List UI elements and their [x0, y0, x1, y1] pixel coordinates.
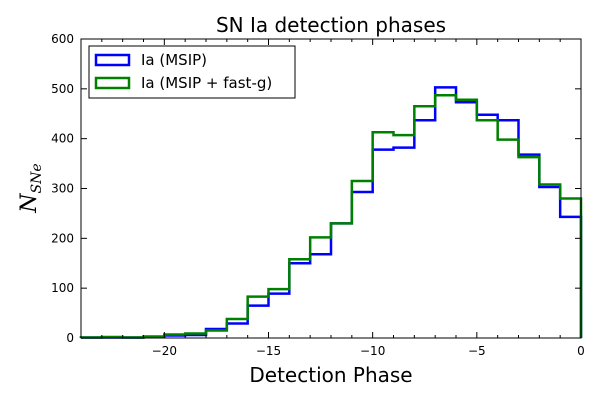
series-line-2 — [79, 94, 583, 339]
y-tick-label: 0 — [66, 331, 74, 345]
x-tick-label: −20 — [152, 344, 177, 358]
y-tick-label: 600 — [51, 32, 74, 46]
chart-title: SN Ia detection phases — [216, 13, 446, 37]
y-tick-label: 300 — [51, 182, 74, 196]
series-layer — [79, 86, 583, 339]
legend-label: Ia (MSIP + fast-g) — [141, 74, 272, 92]
x-tick-label: −15 — [256, 344, 281, 358]
y-tick-label: 400 — [51, 132, 74, 146]
y-axis-ticks: 0 100 200 300 400 500 600 — [51, 32, 581, 345]
y-tick-label: 500 — [51, 82, 74, 96]
legend-swatch — [94, 53, 131, 67]
x-axis-ticks: −20 −15 −10 −5 0 — [80, 39, 585, 358]
series-line-1 — [79, 86, 583, 339]
x-tick-label: −5 — [468, 344, 486, 358]
legend-entries: Ia (MSIP) Ia (MSIP + fast-g) — [94, 51, 272, 92]
legend: Ia (MSIP) Ia (MSIP + fast-g) — [88, 45, 296, 99]
legend-swatch — [94, 76, 131, 90]
y-axis-label: NSNe — [17, 163, 45, 213]
x-tick-label: −10 — [360, 344, 385, 358]
x-tick-label: 0 — [577, 344, 585, 358]
legend-label: Ia (MSIP) — [141, 51, 207, 69]
y-tick-label: 100 — [51, 281, 74, 295]
x-axis-label: Detection Phase — [249, 363, 412, 387]
y-tick-label: 200 — [51, 231, 74, 245]
